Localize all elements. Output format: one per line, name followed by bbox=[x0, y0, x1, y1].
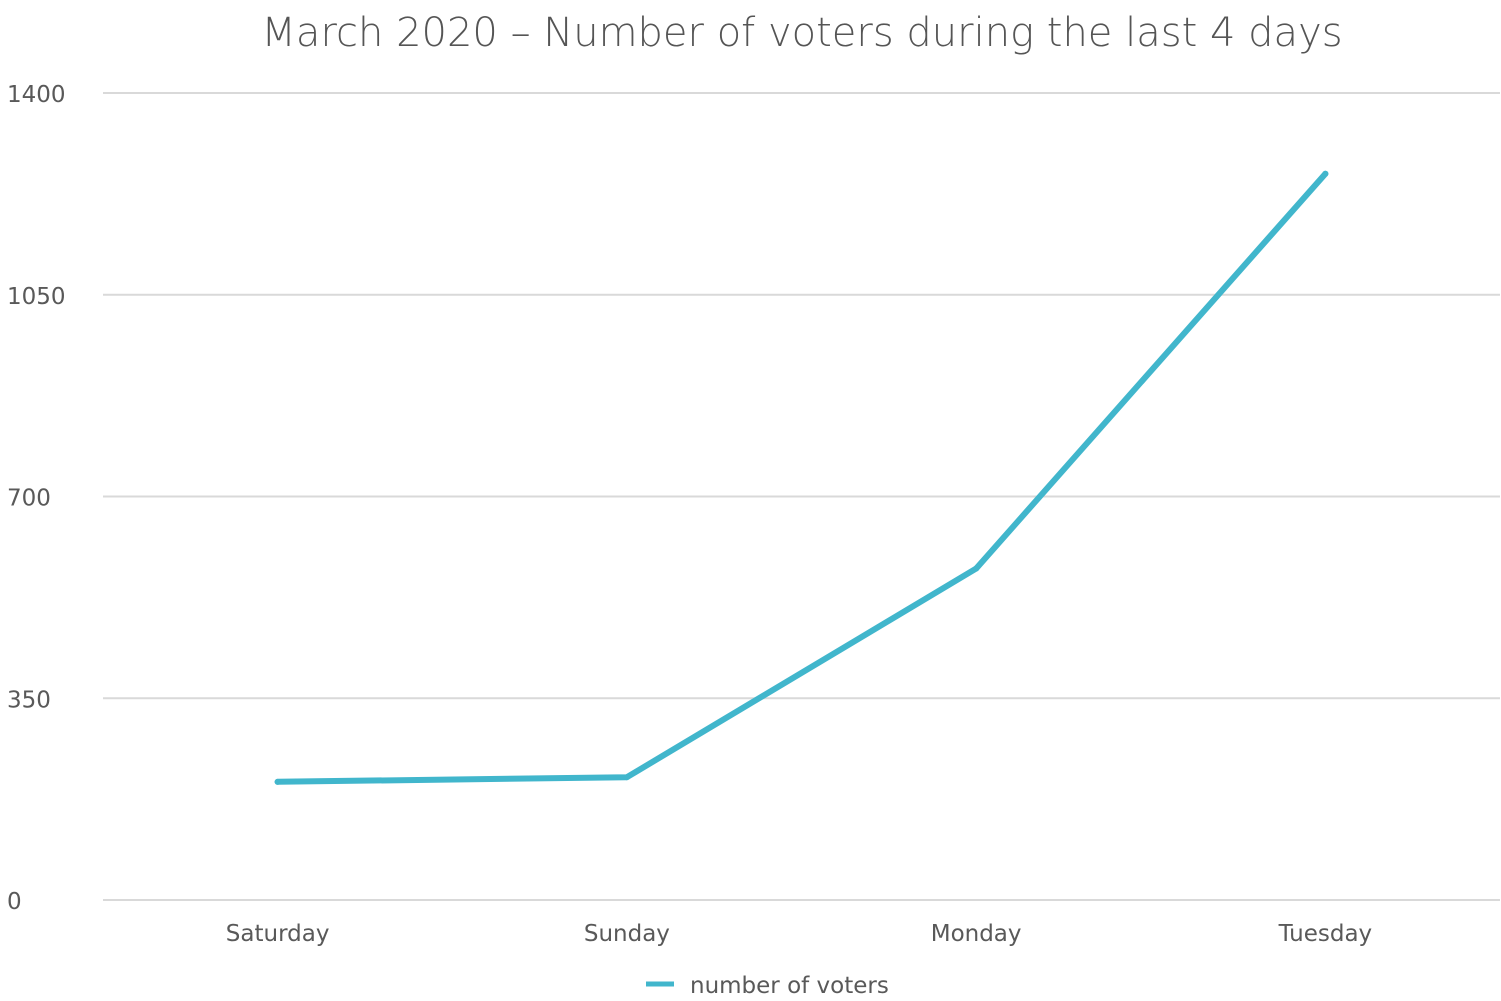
x-tick-label: Sunday bbox=[584, 921, 670, 947]
data-point bbox=[1322, 170, 1329, 177]
x-tick-label: Tuesday bbox=[1278, 921, 1373, 947]
series-line bbox=[274, 170, 1329, 785]
series-group bbox=[274, 170, 1329, 785]
data-point bbox=[274, 778, 281, 785]
gridlines bbox=[103, 92, 1500, 901]
data-point bbox=[623, 774, 630, 781]
x-tick-label: Monday bbox=[931, 921, 1022, 947]
y-tick-label: 1400 bbox=[7, 82, 66, 108]
y-tick-label: 350 bbox=[7, 687, 51, 713]
data-point bbox=[973, 565, 980, 572]
legend: number of voters bbox=[646, 973, 889, 999]
x-axis-ticks: Saturday Sunday Monday Tuesday bbox=[226, 921, 1372, 947]
legend-label: number of voters bbox=[690, 973, 889, 999]
chart-title: March 2020 – Number of voters during the… bbox=[261, 10, 1342, 56]
y-tick-label: 1050 bbox=[7, 284, 66, 310]
x-tick-label: Saturday bbox=[226, 921, 330, 947]
y-tick-label: 0 bbox=[7, 889, 22, 915]
y-tick-label: 700 bbox=[7, 486, 51, 512]
y-axis-ticks: 0 350 700 1050 1400 bbox=[7, 82, 66, 915]
